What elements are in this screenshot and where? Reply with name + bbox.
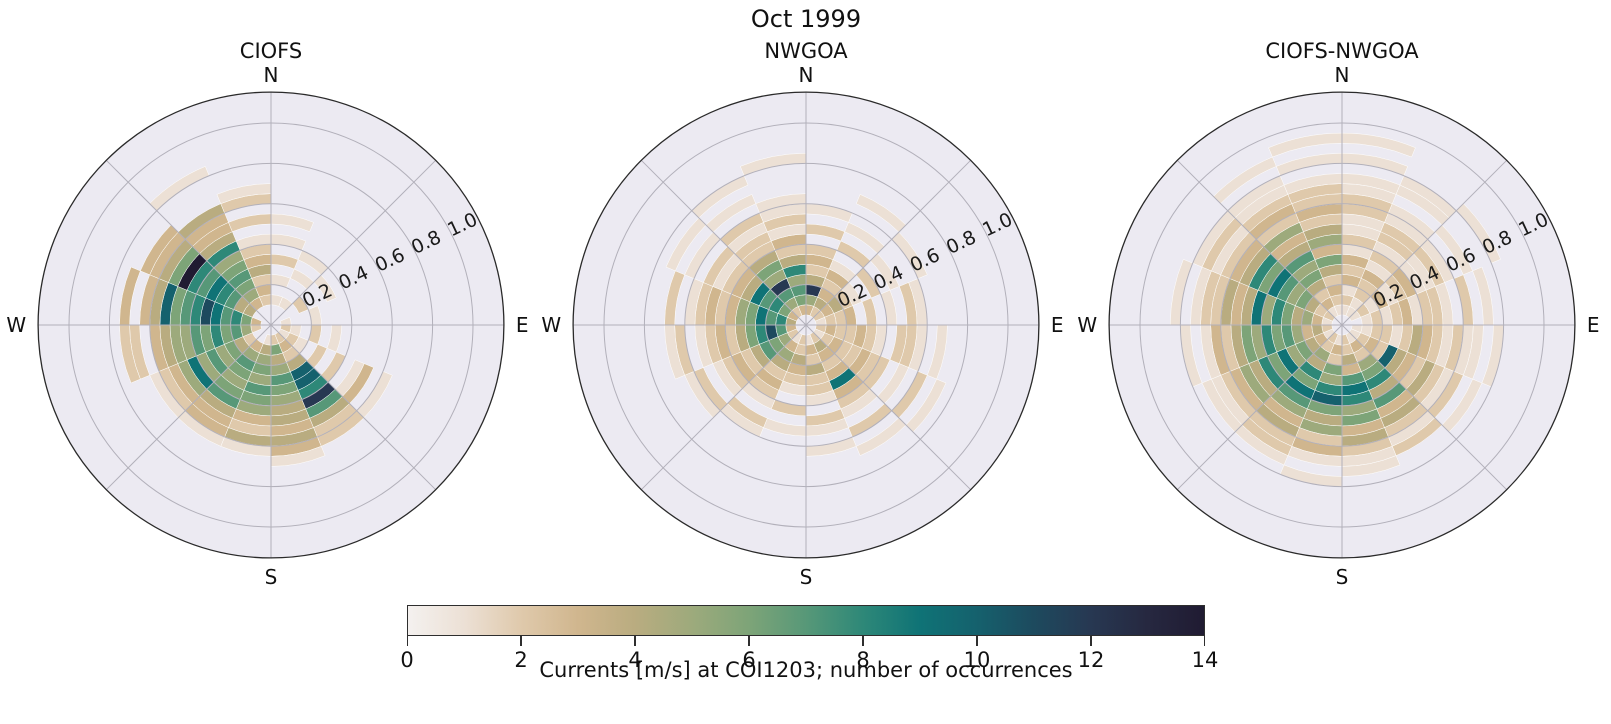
polar-grid: [1109, 92, 1575, 558]
polar-grid: [573, 92, 1039, 558]
subplot-title-nwgoa: NWGOA: [764, 39, 848, 63]
colorbar-tick-label: 12: [1077, 648, 1105, 672]
polar-spine: [1108, 91, 1576, 559]
colorbar-tick-label: 6: [742, 648, 756, 672]
grid-spoke: [640, 324, 807, 491]
grid-spoke: [1341, 324, 1508, 491]
histogram-cells: [664, 153, 948, 457]
colorbar: 0 2 4 6 8 10 12 14: [400, 605, 1218, 672]
grid-spoke: [1341, 159, 1508, 326]
grid-spoke: [805, 159, 972, 326]
grid-spoke: [1176, 324, 1343, 491]
compass-label-e: E: [1587, 313, 1600, 337]
compass-label-s: S: [265, 565, 278, 589]
colorbar-tick: [407, 636, 409, 646]
polar-grid: [38, 92, 504, 558]
histogram-cells: [119, 166, 393, 467]
colorbar-label: Currents [m/s] at COI1203; number of occ…: [539, 658, 1073, 682]
compass-label-s: S: [1336, 565, 1349, 589]
colorbar-tick: [520, 636, 522, 646]
heatmap-cell: [1341, 132, 1416, 158]
colorbar-tick: [1203, 636, 1205, 646]
colorbar-tick-label: 2: [514, 648, 528, 672]
colorbar-tick: [976, 636, 978, 646]
compass-label-s: S: [800, 565, 813, 589]
grid-spoke: [805, 324, 972, 491]
colorbar-gradient: [407, 605, 1205, 636]
grid-spoke: [270, 159, 437, 326]
compass-label-e: E: [516, 313, 529, 337]
compass-label-n: N: [264, 63, 279, 87]
grid-spoke: [640, 159, 807, 326]
grid-spoke: [1176, 159, 1343, 326]
histogram-cells: [1170, 132, 1504, 487]
grid-spoke: [105, 324, 272, 491]
colorbar-tick: [862, 636, 864, 646]
compass-label-n: N: [799, 63, 814, 87]
colorbar-tick: [748, 636, 750, 646]
compass-label-w: W: [6, 313, 26, 337]
figure-title: Oct 1999: [750, 5, 862, 33]
polar-spine: [37, 91, 505, 559]
colorbar-tick-label: 14: [1191, 648, 1219, 672]
subplot-title-ciofs: CIOFS: [239, 39, 303, 63]
subplot-title-ciofs-nwgoa: CIOFS-NWGOA: [1265, 39, 1419, 63]
colorbar-tick-label: 0: [400, 648, 414, 672]
colorbar-tick: [634, 636, 636, 646]
grid-spoke: [270, 324, 437, 491]
polar-spine: [572, 91, 1040, 559]
colorbar-tick-label: 10: [963, 648, 991, 672]
compass-label-e: E: [1051, 313, 1064, 337]
compass-label-n: N: [1335, 63, 1350, 87]
colorbar-tick-label: 4: [628, 648, 642, 672]
heatmap-cell: [313, 274, 337, 303]
colorbar-tick: [1090, 636, 1092, 646]
compass-label-w: W: [541, 313, 561, 337]
heatmap-cell: [270, 213, 314, 233]
compass-label-w: W: [1077, 313, 1097, 337]
grid-spoke: [105, 159, 272, 326]
colorbar-tick-label: 8: [856, 648, 870, 672]
